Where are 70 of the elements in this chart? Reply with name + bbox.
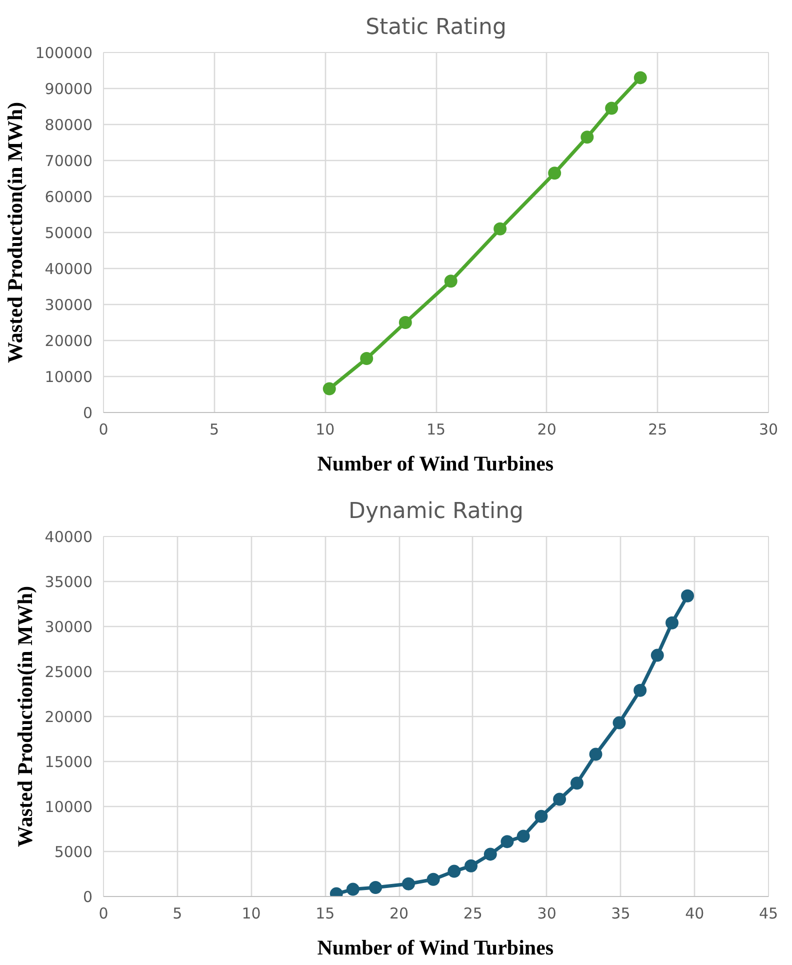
x-axis-title: Number of Wind Turbines [317, 936, 554, 960]
point [360, 352, 374, 365]
y-tick-label: 25000 [44, 663, 92, 681]
x-tick-label: 25 [463, 904, 482, 922]
point [402, 877, 416, 890]
x-tick-label: 25 [648, 420, 668, 438]
x-tick-label: 10 [316, 420, 335, 438]
y-tick-label: 100000 [35, 44, 93, 62]
y-tick-label: 30000 [44, 296, 92, 314]
point [484, 848, 497, 861]
point [494, 222, 507, 236]
point [553, 792, 566, 806]
point [570, 776, 584, 790]
point [500, 835, 514, 848]
chart-title: Dynamic Rating [348, 499, 524, 524]
x-tick-label: 5 [172, 904, 182, 922]
point [369, 881, 382, 894]
x-tick-label: 15 [426, 420, 446, 438]
y-tick-label: 20000 [44, 708, 92, 726]
y-axis-title: Wasted Production(in MWh) [12, 586, 37, 847]
x-tick-label: 40 [685, 904, 704, 922]
y-tick-label: 35000 [44, 573, 92, 591]
point [650, 648, 664, 662]
x-tick-label: 35 [611, 904, 630, 922]
x-tick-label: 15 [316, 904, 335, 922]
x-tick-label: 20 [537, 420, 556, 438]
point [426, 872, 440, 886]
point [548, 166, 562, 180]
x-tick-label: 20 [390, 904, 409, 922]
x-tick-label: 5 [210, 420, 220, 438]
y-tick-label: 40000 [44, 528, 92, 546]
y-tick-label: 10000 [44, 798, 92, 816]
y-tick-label: 90000 [44, 80, 92, 98]
point [444, 274, 458, 288]
point [322, 382, 336, 396]
y-tick-label: 60000 [44, 188, 92, 206]
point [681, 589, 694, 602]
point [612, 716, 626, 730]
y-tick-label: 50000 [44, 224, 92, 242]
x-axis-title: Number of Wind Turbines [317, 452, 554, 476]
y-tick-label: 15000 [44, 753, 92, 771]
y-tick-label: 20000 [44, 332, 92, 350]
point [516, 830, 530, 843]
chart-title: Static Rating [366, 15, 506, 40]
point [666, 616, 678, 630]
x-tick-label: 30 [537, 904, 556, 922]
y-tick-label: 80000 [44, 116, 92, 134]
y-tick-label: 5000 [54, 843, 93, 861]
y-tick-label: 0 [82, 888, 93, 906]
x-tick-label: 30 [758, 420, 778, 438]
y-tick-label: 70000 [44, 152, 92, 170]
point [448, 864, 461, 878]
point [346, 882, 360, 896]
y-tick-label: 0 [82, 404, 93, 422]
point [589, 748, 602, 761]
y-axis-title: Wasted Production(in MWh) [3, 102, 28, 363]
y-tick-label: 10000 [44, 368, 92, 386]
point [634, 71, 647, 84]
point [464, 859, 478, 872]
x-tick-label: 0 [98, 420, 108, 438]
point [534, 810, 548, 823]
x-tick-label: 45 [758, 904, 778, 922]
point [580, 130, 594, 144]
y-tick-label: 30000 [44, 618, 92, 636]
x-tick-label: 0 [98, 904, 108, 922]
point [605, 102, 618, 115]
x-tick-label: 10 [242, 904, 261, 922]
point [634, 684, 647, 697]
point [398, 316, 412, 329]
y-tick-label: 40000 [44, 260, 92, 278]
